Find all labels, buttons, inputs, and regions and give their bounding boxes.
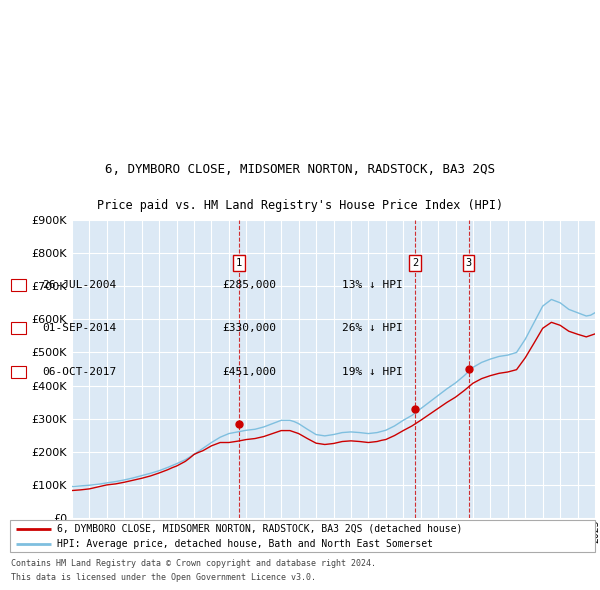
Text: 6, DYMBORO CLOSE, MIDSOMER NORTON, RADSTOCK, BA3 2QS: 6, DYMBORO CLOSE, MIDSOMER NORTON, RADST… <box>105 163 495 176</box>
Text: 1: 1 <box>15 280 22 290</box>
Text: 26-JUL-2004: 26-JUL-2004 <box>42 280 116 290</box>
Text: £285,000: £285,000 <box>222 280 276 290</box>
Text: 3: 3 <box>15 367 22 377</box>
Text: 2: 2 <box>412 258 418 268</box>
Text: This data is licensed under the Open Government Licence v3.0.: This data is licensed under the Open Gov… <box>11 573 316 582</box>
FancyBboxPatch shape <box>10 520 595 552</box>
Text: 3: 3 <box>466 258 472 268</box>
Text: £451,000: £451,000 <box>222 367 276 377</box>
Text: 2: 2 <box>15 323 22 333</box>
Text: Price paid vs. HM Land Registry's House Price Index (HPI): Price paid vs. HM Land Registry's House … <box>97 199 503 212</box>
Text: 1: 1 <box>236 258 242 268</box>
Text: £330,000: £330,000 <box>222 323 276 333</box>
Text: Contains HM Land Registry data © Crown copyright and database right 2024.: Contains HM Land Registry data © Crown c… <box>11 559 376 568</box>
Text: HPI: Average price, detached house, Bath and North East Somerset: HPI: Average price, detached house, Bath… <box>57 539 433 549</box>
Text: 06-OCT-2017: 06-OCT-2017 <box>42 367 116 377</box>
Text: 26% ↓ HPI: 26% ↓ HPI <box>342 323 403 333</box>
Text: 13% ↓ HPI: 13% ↓ HPI <box>342 280 403 290</box>
Text: 19% ↓ HPI: 19% ↓ HPI <box>342 367 403 377</box>
Text: 01-SEP-2014: 01-SEP-2014 <box>42 323 116 333</box>
Text: 6, DYMBORO CLOSE, MIDSOMER NORTON, RADSTOCK, BA3 2QS (detached house): 6, DYMBORO CLOSE, MIDSOMER NORTON, RADST… <box>57 524 462 534</box>
